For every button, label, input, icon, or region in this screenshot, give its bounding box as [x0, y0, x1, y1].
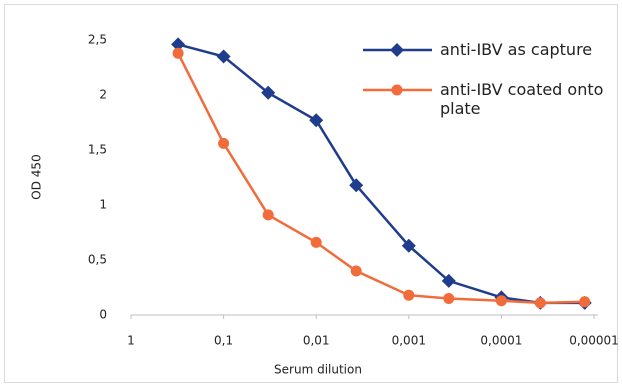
legend-label: anti-IBV as capture: [440, 40, 593, 59]
x-tick-label: 0,1: [214, 334, 233, 348]
marker: [171, 37, 186, 52]
marker: [579, 296, 591, 308]
marker: [390, 43, 404, 57]
marker: [216, 49, 231, 64]
legend-label: anti-IBV coated onto plate: [440, 80, 604, 118]
marker: [441, 273, 456, 288]
marker: [495, 295, 507, 307]
line: [177, 43, 585, 305]
y-tick-label: 1,5: [88, 143, 107, 157]
marker: [401, 238, 416, 253]
chart-frame: [4, 4, 618, 383]
x-tick-label: 0,00001: [569, 334, 619, 348]
marker: [172, 47, 184, 59]
y-tick-label: 0: [99, 308, 107, 322]
marker: [403, 289, 415, 301]
marker: [534, 297, 546, 309]
y-axis-label: OD 450: [30, 154, 44, 199]
line: [176, 52, 585, 305]
y-tick-label: 2,5: [88, 33, 107, 47]
marker: [261, 85, 276, 100]
x-tick-label: 0,01: [303, 334, 330, 348]
marker: [310, 236, 322, 248]
marker: [262, 209, 274, 221]
x-tick-label: 1: [127, 334, 135, 348]
marker: [218, 137, 230, 149]
marker: [350, 265, 362, 277]
x-tick-label: 0,0001: [480, 334, 522, 348]
marker: [443, 293, 455, 304]
y-tick-label: 2: [99, 88, 107, 102]
y-tick-label: 1: [99, 198, 107, 212]
x-axis-label: Serum dilution: [274, 363, 362, 377]
y-tick-label: 0,5: [88, 253, 107, 267]
marker: [309, 113, 324, 128]
marker: [391, 84, 403, 96]
marker: [349, 178, 364, 193]
x-tick-label: 0,001: [392, 334, 426, 348]
